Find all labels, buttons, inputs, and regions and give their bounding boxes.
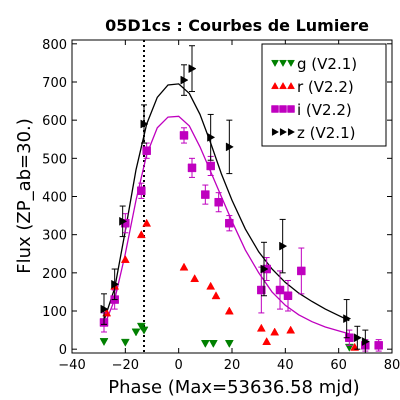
data-point-series-0 [120, 338, 130, 347]
x-tick-label: −20 [112, 358, 139, 373]
data-point-series-1 [142, 218, 152, 227]
x-tick-label: 80 [384, 358, 400, 373]
data-point-series-3 [180, 75, 189, 85]
y-axis-label: Flux (ZP_ab=30.) [14, 118, 35, 274]
data-point-series-0 [131, 328, 141, 337]
y-tick-label: 300 [42, 229, 67, 244]
data-point-series-3 [119, 216, 128, 226]
data-point-series-2 [297, 266, 306, 276]
chart-title: 05D1cs : Courbes de Lumiere [105, 16, 369, 35]
data-point-series-2 [206, 161, 215, 171]
data-point-series-1 [286, 325, 296, 334]
x-tick-label: −40 [58, 358, 85, 373]
data-point-series-1 [120, 254, 130, 263]
x-tick-label: 0 [175, 358, 183, 373]
data-point-series-2 [137, 186, 146, 196]
data-point-series-0 [208, 340, 218, 348]
data-point-series-1 [270, 327, 280, 336]
y-tick-label: 100 [42, 305, 67, 320]
legend-label: i (V2.2) [297, 101, 352, 119]
legend-marker [271, 59, 279, 68]
legend-marker [287, 81, 295, 90]
data-point-series-1 [350, 342, 360, 351]
data-point-series-0 [224, 340, 234, 348]
data-point-series-1 [190, 274, 200, 283]
data-point-series-2 [374, 341, 383, 350]
data-point-series-2 [201, 190, 210, 199]
data-point-series-2 [179, 131, 189, 140]
x-axis-label: Phase (Max=53636.58 mjd) [108, 377, 359, 398]
plot-clipped-group [99, 40, 383, 353]
legend-label: r (V2.2) [297, 78, 354, 96]
x-tick-label: 60 [330, 358, 347, 373]
data-point-series-3 [361, 337, 370, 346]
fit-curve-0 [103, 83, 350, 322]
y-tick-label: 500 [42, 152, 67, 167]
data-point-series-3 [279, 241, 288, 251]
legend-marker [271, 105, 279, 113]
data-point-series-2 [283, 291, 293, 300]
data-point-series-0 [200, 340, 210, 348]
data-point-series-3 [225, 142, 234, 152]
data-point-series-2 [142, 146, 151, 155]
legend: g (V2.1) r (V2.2) i (V2.2) z (V2.1) [261, 43, 387, 147]
data-point-series-2 [214, 197, 223, 207]
fit-curve-1 [103, 115, 350, 335]
data-point-series-3 [188, 64, 197, 74]
y-tick-label: 700 [42, 76, 67, 91]
legend-marker [279, 105, 287, 113]
legend-entry-3: z (V2.1) [271, 124, 355, 142]
data-point-series-1 [179, 262, 189, 271]
legend-entry-1: r (V2.2) [271, 78, 354, 96]
data-point-series-2 [275, 285, 285, 295]
legend-marker [279, 128, 288, 136]
y-tick-label: 0 [59, 343, 67, 358]
legend-marker [287, 59, 295, 68]
legend-entry-0: g (V2.1) [271, 55, 357, 73]
legend-marker [287, 128, 296, 136]
data-point-series-3 [100, 304, 109, 314]
plot-area [99, 40, 383, 353]
data-point-series-3 [353, 333, 362, 343]
legend-marker [279, 81, 287, 90]
data-point-series-0 [139, 326, 149, 335]
legend-entry-2: i (V2.2) [271, 101, 352, 119]
data-point-series-1 [262, 337, 272, 345]
data-point-series-2 [187, 163, 197, 173]
legend-label: z (V2.1) [297, 124, 355, 142]
data-point-series-3 [111, 279, 120, 289]
data-point-series-0 [99, 338, 109, 347]
x-tick-label: 20 [224, 358, 241, 373]
y-tick-label: 800 [42, 38, 67, 53]
data-point-series-1 [211, 291, 221, 300]
data-point-series-2 [225, 218, 234, 228]
data-point-series-3 [343, 314, 352, 324]
y-tick-label: 400 [42, 191, 67, 206]
y-tick-label: 600 [42, 114, 67, 129]
data-point-series-3 [140, 119, 149, 129]
data-point-series-1 [256, 323, 266, 332]
legend-marker [271, 128, 280, 136]
legend-label: g (V2.1) [297, 55, 357, 73]
data-point-series-1 [136, 230, 146, 239]
data-point-series-3 [207, 132, 216, 142]
data-point-series-1 [224, 306, 234, 315]
y-tick-label: 200 [42, 267, 67, 282]
legend-marker [287, 105, 295, 113]
data-point-series-2 [257, 285, 266, 295]
data-point-series-1 [206, 281, 216, 290]
legend-marker [271, 81, 279, 90]
data-point-series-3 [260, 264, 269, 274]
x-tick-label: 40 [277, 358, 294, 373]
legend-marker [279, 59, 287, 68]
